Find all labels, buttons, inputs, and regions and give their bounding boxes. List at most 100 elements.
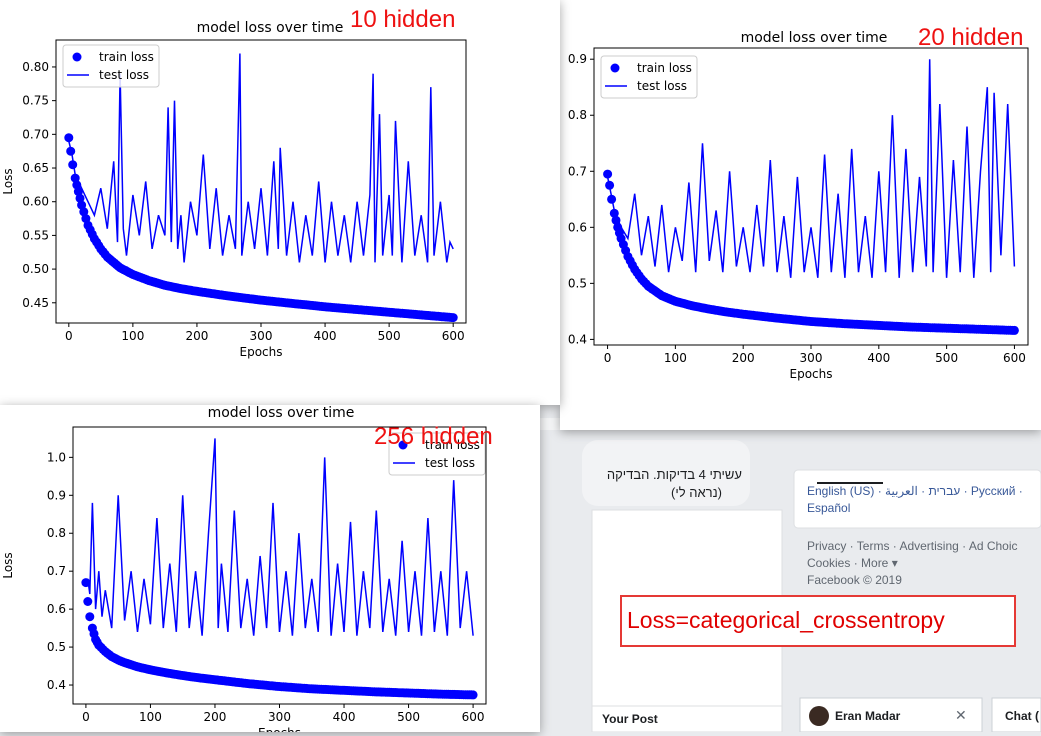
x-tick-label: 0 bbox=[65, 329, 73, 343]
legend-marker-train bbox=[610, 63, 620, 73]
y-tick-label: 0.4 bbox=[568, 332, 587, 346]
x-tick-label: 200 bbox=[185, 329, 208, 343]
y-tick-label: 1.0 bbox=[47, 450, 66, 464]
legend-label-train: train loss bbox=[99, 50, 154, 64]
y-tick-label: 0.65 bbox=[22, 161, 49, 175]
chart-window-20-hidden: model loss over time 0 100 200 300 400 500 600 0… bbox=[560, 0, 1041, 430]
y-tick-label: 0.9 bbox=[47, 488, 66, 502]
x-axis-label: Epochs bbox=[258, 726, 301, 732]
loss-note-box bbox=[620, 595, 1016, 647]
chart-title: model loss over time bbox=[208, 405, 355, 421]
legend: train loss test loss bbox=[600, 55, 698, 99]
y-tick-label: 0.9 bbox=[568, 52, 587, 66]
train-loss-point bbox=[603, 169, 613, 179]
x-tick-label: 0 bbox=[82, 710, 90, 724]
legend-box bbox=[388, 432, 486, 476]
x-tick-label: 200 bbox=[732, 351, 755, 365]
y-tick-label: 0.6 bbox=[47, 602, 66, 616]
series-group bbox=[64, 53, 458, 323]
post-text-line1: עשיתי 4 בדיקות. הבדיקה bbox=[606, 467, 742, 482]
post-text-line2: (נראה לי) bbox=[671, 485, 722, 500]
legend-marker-train bbox=[398, 440, 408, 450]
train-loss-point bbox=[75, 193, 85, 203]
legend-label-train: train loss bbox=[637, 61, 692, 75]
legend-box bbox=[62, 44, 160, 88]
y-tick-label: 0.45 bbox=[22, 296, 49, 310]
train-loss-point bbox=[83, 597, 93, 606]
x-tick-label: 200 bbox=[204, 710, 227, 724]
train-loss-point bbox=[68, 160, 78, 170]
y-tick-label: 0.5 bbox=[568, 276, 587, 290]
loss-chart-20-hidden: model loss over time 0 100 200 300 400 500 600 0… bbox=[568, 30, 1029, 381]
chart-window-10-hidden: model loss over time 0 100 200 300 400 500 600 0… bbox=[0, 0, 560, 405]
x-tick-label: 500 bbox=[397, 710, 420, 724]
y-axis-label: Loss bbox=[1, 168, 15, 194]
footer-line1[interactable]: Privacy · Terms · Advertising · Ad Choic bbox=[807, 539, 1018, 553]
y-tick-label: 0.80 bbox=[22, 60, 49, 74]
footer-line3: Facebook © 2019 bbox=[807, 573, 902, 587]
y-tick-label: 0.5 bbox=[47, 640, 66, 654]
test-loss-line bbox=[606, 59, 1016, 278]
y-tick-label: 0.7 bbox=[47, 564, 66, 578]
languages-line1[interactable]: English (US) · עברית · العربية · Русский… bbox=[807, 484, 1023, 498]
legend-marker-train bbox=[72, 52, 82, 62]
train-loss-point bbox=[64, 133, 74, 143]
legend-label-train: train loss bbox=[425, 438, 480, 452]
x-tick-label: 400 bbox=[333, 710, 356, 724]
legend: train loss test loss bbox=[388, 432, 486, 476]
loss-note: Loss=categorical_crossentropy bbox=[627, 607, 945, 633]
x-tick-label: 600 bbox=[462, 710, 485, 724]
x-axis-label: Epochs bbox=[240, 345, 283, 359]
annotation-256-hidden: 256 hidden bbox=[374, 423, 493, 450]
y-tick-label: 0.7 bbox=[568, 164, 587, 178]
x-tick-label: 100 bbox=[139, 710, 162, 724]
x-tick-label: 100 bbox=[121, 329, 144, 343]
train-loss-point bbox=[79, 207, 89, 217]
chat-user-name[interactable]: Eran Madar bbox=[835, 709, 901, 723]
train-loss-point bbox=[1009, 325, 1019, 335]
chart-title: model loss over time bbox=[741, 30, 888, 46]
y-tick-label: 0.60 bbox=[22, 195, 49, 209]
annotation-20-hidden: 20 hidden bbox=[918, 24, 1024, 51]
test-loss-line bbox=[68, 53, 454, 263]
legend-box bbox=[600, 55, 698, 99]
series-group bbox=[81, 438, 478, 700]
x-tick-label: 500 bbox=[935, 351, 958, 365]
y-tick-label: 0.70 bbox=[22, 127, 49, 141]
x-tick-label: 600 bbox=[1003, 351, 1026, 365]
close-icon[interactable]: ✕ bbox=[955, 707, 967, 723]
y-tick-label: 0.75 bbox=[22, 94, 49, 108]
y-tick-label: 0.8 bbox=[568, 108, 587, 122]
x-tick-label: 500 bbox=[378, 329, 401, 343]
loss-chart-256-hidden: model loss over time 0 100 200 300 400 500 600 0… bbox=[1, 405, 487, 736]
y-tick-label: 0.50 bbox=[22, 262, 49, 276]
languages-line2[interactable]: Español bbox=[807, 501, 851, 515]
y-tick-label: 0.4 bbox=[47, 678, 66, 692]
x-tick-label: 400 bbox=[867, 351, 890, 365]
legend-label-test: test loss bbox=[425, 456, 475, 470]
x-tick-label: 600 bbox=[442, 329, 465, 343]
y-axis-label: Loss bbox=[1, 552, 15, 578]
y-tick-label: 0.6 bbox=[568, 220, 587, 234]
chat-tab[interactable]: Chat ( bbox=[1005, 709, 1039, 723]
avatar bbox=[809, 706, 829, 726]
train-loss-point bbox=[448, 313, 458, 323]
x-tick-label: 100 bbox=[664, 351, 687, 365]
x-tick-label: 300 bbox=[250, 329, 273, 343]
y-tick-label: 0.55 bbox=[22, 228, 49, 242]
legend-label-test: test loss bbox=[99, 68, 149, 82]
x-tick-label: 300 bbox=[800, 351, 823, 365]
footer-line2[interactable]: Cookies · More ▾ bbox=[807, 556, 898, 570]
train-loss-point bbox=[85, 612, 95, 622]
annotation-10-hidden: 10 hidden bbox=[350, 6, 456, 33]
y-tick-label: 0.8 bbox=[47, 526, 66, 540]
chart-title: model loss over time bbox=[197, 20, 344, 36]
loss-chart-10-hidden: model loss over time 0 100 200 300 400 500 600 0… bbox=[1, 20, 467, 359]
x-tick-label: 400 bbox=[314, 329, 337, 343]
x-tick-label: 0 bbox=[604, 351, 612, 365]
chart-window-256-hidden: model loss over time 0 100 200 300 400 500 600 0… bbox=[0, 405, 540, 736]
legend-label-test: test loss bbox=[637, 79, 687, 93]
series-group bbox=[603, 59, 1019, 335]
your-post-label[interactable]: Your Post bbox=[602, 712, 658, 726]
